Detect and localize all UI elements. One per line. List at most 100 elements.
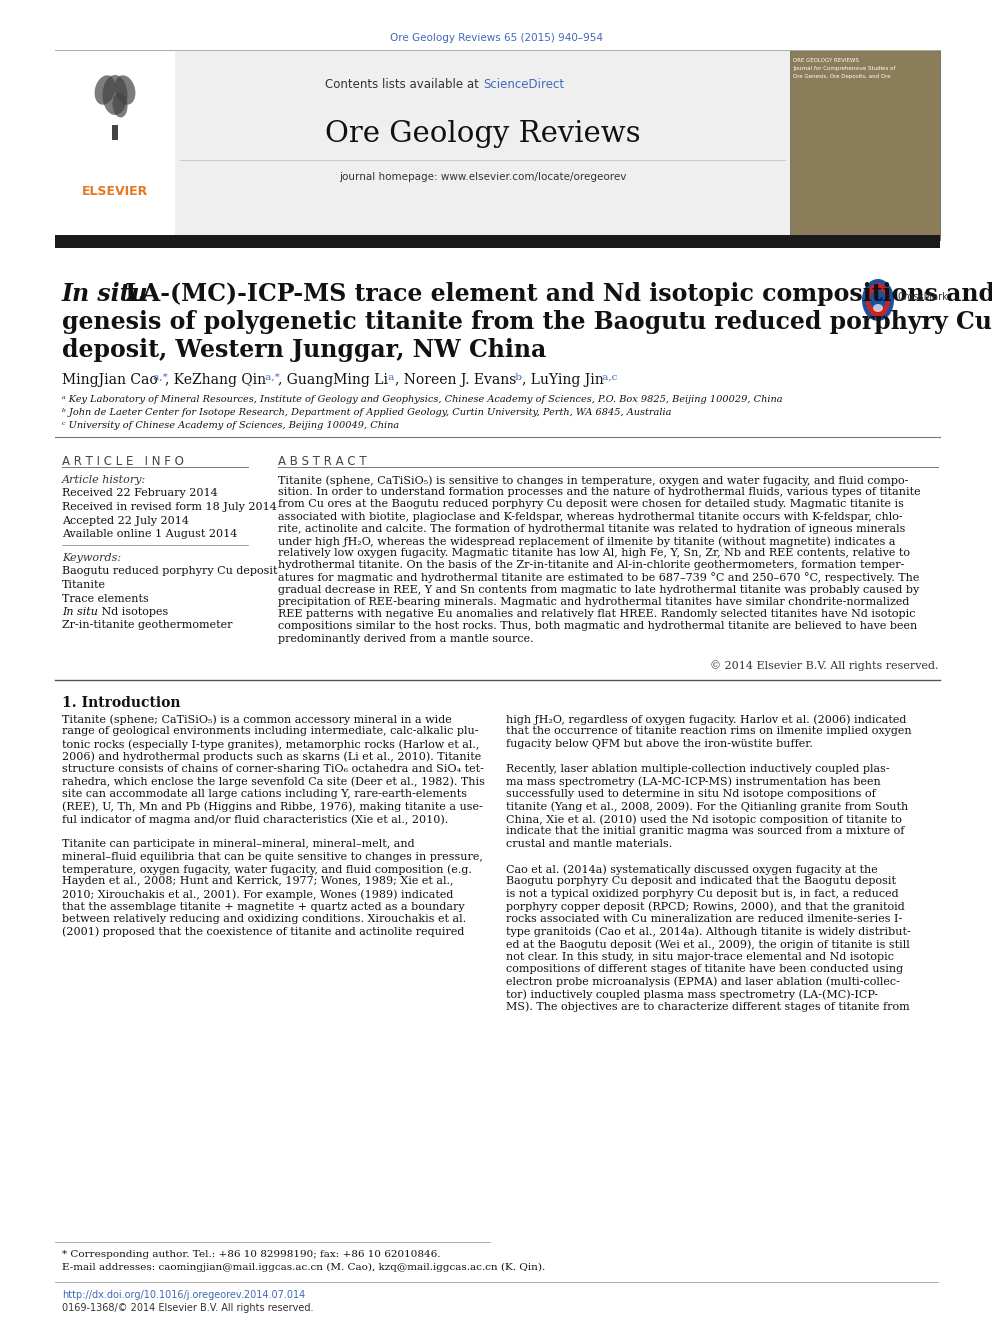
Ellipse shape <box>866 283 890 318</box>
Text: Titanite (sphene, CaTiSiO₅) is sensitive to changes in temperature, oxygen and w: Titanite (sphene, CaTiSiO₅) is sensitive… <box>278 475 909 486</box>
Text: high ƒH₂O, regardless of oxygen fugacity. Harlov et al. (2006) indicated: high ƒH₂O, regardless of oxygen fugacity… <box>506 714 907 725</box>
Text: Titanite can participate in mineral–mineral, mineral–melt, and: Titanite can participate in mineral–mine… <box>62 839 415 849</box>
Text: site can accommodate all large cations including Y, rare-earth-elements: site can accommodate all large cations i… <box>62 789 467 799</box>
Text: , GuangMing Li: , GuangMing Li <box>278 373 388 388</box>
Ellipse shape <box>112 93 128 118</box>
Text: ma mass spectrometry (LA-MC-ICP-MS) instrumentation has been: ma mass spectrometry (LA-MC-ICP-MS) inst… <box>506 777 881 787</box>
Text: ᶜ University of Chinese Academy of Sciences, Beijing 100049, China: ᶜ University of Chinese Academy of Scien… <box>62 421 399 430</box>
Text: range of geological environments including intermediate, calc-alkalic plu-: range of geological environments includi… <box>62 726 478 737</box>
Text: In situ: In situ <box>62 282 149 306</box>
Text: hydrothermal titanite. On the basis of the Zr-in-titanite and Al-in-chlorite geo: hydrothermal titanite. On the basis of t… <box>278 561 905 570</box>
Ellipse shape <box>873 304 883 312</box>
Ellipse shape <box>102 75 128 115</box>
Text: structure consists of chains of corner-sharing TiO₆ octahedra and SiO₄ tet-: structure consists of chains of corner-s… <box>62 763 484 774</box>
Bar <box>790 50 940 239</box>
Text: tor) inductively coupled plasma mass spectrometry (LA-(MC)-ICP-: tor) inductively coupled plasma mass spe… <box>506 990 878 1000</box>
Text: Baogutu porphyry Cu deposit and indicated that the Baogutu deposit: Baogutu porphyry Cu deposit and indicate… <box>506 877 896 886</box>
Text: ᵇ John de Laeter Center for Isotope Research, Department of Applied Geology, Cur: ᵇ John de Laeter Center for Isotope Rese… <box>62 407 672 417</box>
Text: Ore Geology Reviews 65 (2015) 940–954: Ore Geology Reviews 65 (2015) 940–954 <box>390 33 602 44</box>
Text: In situ: In situ <box>62 607 98 617</box>
Text: MS). The objectives are to characterize different stages of titanite from: MS). The objectives are to characterize … <box>506 1002 910 1012</box>
Text: genesis of polygenetic titanite from the Baogutu reduced porphyry Cu: genesis of polygenetic titanite from the… <box>62 310 992 333</box>
Ellipse shape <box>115 75 136 105</box>
Text: b: b <box>512 373 522 382</box>
Text: that the assemblage titanite + magnetite + quartz acted as a boundary: that the assemblage titanite + magnetite… <box>62 901 464 912</box>
Text: CrossMark: CrossMark <box>898 292 948 302</box>
Text: Accepted 22 July 2014: Accepted 22 July 2014 <box>62 516 189 525</box>
Text: 1. Introduction: 1. Introduction <box>62 696 181 710</box>
Text: is not a typical oxidized porphyry Cu deposit but is, in fact, a reduced: is not a typical oxidized porphyry Cu de… <box>506 889 899 900</box>
Text: 2006) and hydrothermal products such as skarns (Li et al., 2010). Titanite: 2006) and hydrothermal products such as … <box>62 751 481 762</box>
Text: Hayden et al., 2008; Hunt and Kerrick, 1977; Wones, 1989; Xie et al.,: Hayden et al., 2008; Hunt and Kerrick, 1… <box>62 877 453 886</box>
Text: , KeZhang Qin: , KeZhang Qin <box>165 373 266 388</box>
Text: porphyry copper deposit (RPCD; Rowins, 2000), and that the granitoid: porphyry copper deposit (RPCD; Rowins, 2… <box>506 901 905 912</box>
Ellipse shape <box>94 75 115 105</box>
Text: sition. In order to understand formation processes and the nature of hydrotherma: sition. In order to understand formation… <box>278 487 921 497</box>
Text: mineral–fluid equilibria that can be quite sensitive to changes in pressure,: mineral–fluid equilibria that can be qui… <box>62 852 483 861</box>
Text: Contents lists available at: Contents lists available at <box>325 78 483 91</box>
Text: a,c: a,c <box>599 373 617 382</box>
Text: ful indicator of magma and/or fluid characteristics (Xie et al., 2010).: ful indicator of magma and/or fluid char… <box>62 814 448 824</box>
Text: deposit, Western Junggar, NW China: deposit, Western Junggar, NW China <box>62 337 547 363</box>
Text: Trace elements: Trace elements <box>62 594 149 603</box>
Text: Journal for Comprehensive Studies of: Journal for Comprehensive Studies of <box>793 66 896 71</box>
Bar <box>55 235 940 247</box>
Text: ed at the Baogutu deposit (Wei et al., 2009), the origin of titanite is still: ed at the Baogutu deposit (Wei et al., 2… <box>506 939 910 950</box>
Text: rahedra, which enclose the large sevenfold Ca site (Deer et al., 1982). This: rahedra, which enclose the large sevenfo… <box>62 777 485 787</box>
Text: under high ƒH₂O, whereas the widespread replacement of ilmenite by titanite (wit: under high ƒH₂O, whereas the widespread … <box>278 536 896 546</box>
Text: ELSEVIER: ELSEVIER <box>82 185 148 198</box>
Text: ᵃ Key Laboratory of Mineral Resources, Institute of Geology and Geophysics, Chin: ᵃ Key Laboratory of Mineral Resources, I… <box>62 396 783 404</box>
Ellipse shape <box>870 290 886 310</box>
Bar <box>175 50 790 239</box>
Text: precipitation of REE-bearing minerals. Magmatic and hydrothermal titanites have : precipitation of REE-bearing minerals. M… <box>278 597 910 607</box>
Text: temperature, oxygen fugacity, water fugacity, and fluid composition (e.g.: temperature, oxygen fugacity, water fuga… <box>62 864 472 875</box>
Text: Nd isotopes: Nd isotopes <box>98 607 169 617</box>
Text: Article history:: Article history: <box>62 475 146 486</box>
Text: E-mail addresses: caomingjian@mail.iggcas.ac.cn (M. Cao), kzq@mail.iggcas.ac.cn : E-mail addresses: caomingjian@mail.iggca… <box>62 1263 546 1273</box>
Text: China, Xie et al. (2010) used the Nd isotopic composition of titanite to: China, Xie et al. (2010) used the Nd iso… <box>506 814 902 824</box>
Text: Received 22 February 2014: Received 22 February 2014 <box>62 488 218 499</box>
Text: a,*: a,* <box>150 373 168 382</box>
Text: Titanite (sphene; CaTiSiO₅) is a common accessory mineral in a wide: Titanite (sphene; CaTiSiO₅) is a common … <box>62 714 451 725</box>
Text: associated with biotite, plagioclase and K-feldspar, whereas hydrothermal titani: associated with biotite, plagioclase and… <box>278 512 903 521</box>
Ellipse shape <box>862 279 894 321</box>
Text: relatively low oxygen fugacity. Magmatic titanite has low Al, high Fe, Y, Sn, Zr: relatively low oxygen fugacity. Magmatic… <box>278 548 910 558</box>
Text: not clear. In this study, in situ major-trace elemental and Nd isotopic: not clear. In this study, in situ major-… <box>506 951 894 962</box>
Text: crustal and mantle materials.: crustal and mantle materials. <box>506 839 673 849</box>
Text: Received in revised form 18 July 2014: Received in revised form 18 July 2014 <box>62 501 277 512</box>
Text: MingJian Cao: MingJian Cao <box>62 373 158 388</box>
Text: REE patterns with negative Eu anomalies and relatively flat HREE. Randomly selec: REE patterns with negative Eu anomalies … <box>278 609 916 619</box>
Text: http://dx.doi.org/10.1016/j.oregeorev.2014.07.014: http://dx.doi.org/10.1016/j.oregeorev.20… <box>62 1290 306 1301</box>
Text: fugacity below QFM but above the iron-wüstite buffer.: fugacity below QFM but above the iron-wü… <box>506 740 812 749</box>
Text: Recently, laser ablation multiple-collection inductively coupled plas-: Recently, laser ablation multiple-collec… <box>506 763 890 774</box>
Bar <box>55 50 175 239</box>
Text: 0169-1368/© 2014 Elsevier B.V. All rights reserved.: 0169-1368/© 2014 Elsevier B.V. All right… <box>62 1303 313 1312</box>
Text: successfully used to determine in situ Nd isotope compositions of: successfully used to determine in situ N… <box>506 789 876 799</box>
Text: , Noreen J. Evans: , Noreen J. Evans <box>395 373 517 388</box>
Text: titanite (Yang et al., 2008, 2009). For the Qitianling granite from South: titanite (Yang et al., 2008, 2009). For … <box>506 802 909 812</box>
Text: atures for magmatic and hydrothermal titanite are estimated to be 687–739 °C and: atures for magmatic and hydrothermal tit… <box>278 573 920 583</box>
Text: type granitoids (Cao et al., 2014a). Although titanite is widely distribut-: type granitoids (Cao et al., 2014a). Alt… <box>506 926 911 937</box>
Text: tonic rocks (especially I-type granites), metamorphic rocks (Harlow et al.,: tonic rocks (especially I-type granites)… <box>62 740 479 750</box>
Text: that the occurrence of titanite reaction rims on ilmenite implied oxygen: that the occurrence of titanite reaction… <box>506 726 912 737</box>
Text: Cao et al. (2014a) systematically discussed oxygen fugacity at the: Cao et al. (2014a) systematically discus… <box>506 864 878 875</box>
Text: A B S T R A C T: A B S T R A C T <box>278 455 367 468</box>
Text: Ore Genesis, Ore Deposits, and Ore: Ore Genesis, Ore Deposits, and Ore <box>793 74 891 79</box>
Text: Available online 1 August 2014: Available online 1 August 2014 <box>62 529 237 538</box>
Text: * Corresponding author. Tel.: +86 10 82998190; fax: +86 10 62010846.: * Corresponding author. Tel.: +86 10 829… <box>62 1250 440 1259</box>
Text: indicate that the initial granitic magma was sourced from a mixture of: indicate that the initial granitic magma… <box>506 827 905 836</box>
Text: gradual decrease in REE, Y and Sn contents from magmatic to late hydrothermal ti: gradual decrease in REE, Y and Sn conten… <box>278 585 920 595</box>
Text: a: a <box>385 373 395 382</box>
Text: A R T I C L E   I N F O: A R T I C L E I N F O <box>62 455 184 468</box>
Text: between relatively reducing and oxidizing conditions. Xirouchakis et al.: between relatively reducing and oxidizin… <box>62 914 466 923</box>
Text: (2001) proposed that the coexistence of titanite and actinolite required: (2001) proposed that the coexistence of … <box>62 926 464 937</box>
Text: Baogutu reduced porphyry Cu deposit: Baogutu reduced porphyry Cu deposit <box>62 566 278 577</box>
Bar <box>112 124 118 140</box>
Text: © 2014 Elsevier B.V. All rights reserved.: © 2014 Elsevier B.V. All rights reserved… <box>709 660 938 671</box>
Text: ScienceDirect: ScienceDirect <box>483 78 564 91</box>
Text: LA-(MC)-ICP-MS trace element and Nd isotopic compositions and: LA-(MC)-ICP-MS trace element and Nd isot… <box>117 282 992 306</box>
Text: compositions similar to the host rocks. Thus, both magmatic and hydrothermal tit: compositions similar to the host rocks. … <box>278 622 918 631</box>
Text: 2010; Xirouchakis et al., 2001). For example, Wones (1989) indicated: 2010; Xirouchakis et al., 2001). For exa… <box>62 889 453 900</box>
Text: , LuYing Jin: , LuYing Jin <box>522 373 604 388</box>
Text: ORE GEOLOGY REVIEWS: ORE GEOLOGY REVIEWS <box>793 58 859 64</box>
